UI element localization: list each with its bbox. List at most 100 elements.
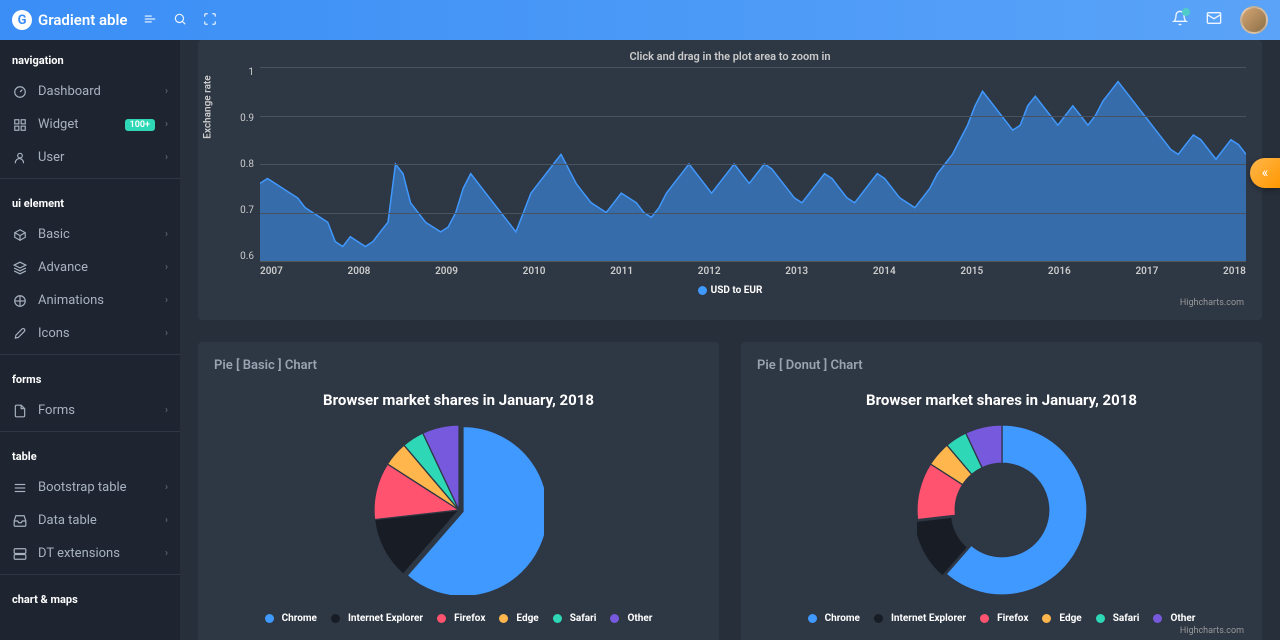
notifications-icon[interactable] [1172, 10, 1188, 30]
brand-name: Gradient able [38, 11, 127, 29]
legend-dot [437, 614, 446, 623]
nav-label: Dashboard [38, 84, 155, 99]
pie-basic-legend: Chrome Internet Explorer Firefox Edge Safari… [214, 601, 703, 624]
sidebar-item-widget[interactable]: Widget 100+ › [0, 108, 180, 141]
user-icon [12, 151, 28, 165]
nav-label: Widget [38, 117, 115, 132]
legend-item-firefox[interactable]: Firefox [437, 613, 485, 624]
pie-basic-chart[interactable] [374, 425, 544, 595]
pie-donut-header: Pie [ Donut ] Chart [757, 358, 1246, 373]
server-icon [12, 547, 28, 561]
nav-group-title: ui element [0, 183, 180, 218]
area-chart-subtitle: Click and drag in the plot area to zoom … [214, 46, 1246, 67]
legend-item-firefox[interactable]: Firefox [980, 613, 1028, 624]
inbox-icon [12, 514, 28, 528]
main-content: « Click and drag in the plot area to zoo… [180, 40, 1280, 640]
pie-basic-header: Pie [ Basic ] Chart [214, 358, 703, 373]
sidebar-item-data-table[interactable]: Data table› [0, 504, 180, 537]
sidebar-item-bootstrap-table[interactable]: Bootstrap table › [0, 471, 180, 504]
legend-dot [499, 614, 508, 623]
sidebar-item-user[interactable]: User › [0, 141, 180, 174]
legend-item-chrome[interactable]: Chrome [808, 613, 860, 624]
chevron-right-icon: › [165, 405, 168, 416]
legend-dot [1153, 614, 1162, 623]
chart-credit[interactable]: Highcharts.com [757, 624, 1246, 636]
box-icon [12, 228, 28, 242]
pie-donut-chart[interactable] [917, 425, 1087, 595]
nav-group-title: forms [0, 359, 180, 394]
pie-donut-title: Browser market shares in January, 2018 [757, 373, 1246, 419]
menu-toggle-icon[interactable] [143, 11, 157, 30]
sidebar: navigation Dashboard › Widget 100+ › User › ui e… [0, 40, 180, 640]
pie-basic-card: Pie [ Basic ] Chart Browser market share… [198, 342, 719, 640]
legend-item-safari[interactable]: Safari [1096, 613, 1140, 624]
layers-icon [12, 261, 28, 275]
nav-label: Advance [38, 260, 155, 275]
chevron-right-icon: › [165, 328, 168, 339]
y-axis: Exchange rate 1 0.9 0.8 0.7 0.6 [214, 67, 260, 262]
search-icon[interactable] [173, 11, 187, 30]
user-avatar[interactable] [1240, 6, 1268, 34]
aperture-icon [12, 294, 28, 308]
nav-label: Icons [38, 326, 155, 341]
chevron-right-icon: › [165, 295, 168, 306]
sidebar-item-animations[interactable]: Animations › [0, 284, 180, 317]
nav-group-title: chart & maps [0, 579, 180, 614]
nav-group-title: table [0, 436, 180, 471]
area-plot[interactable] [260, 67, 1246, 262]
legend-item-edge[interactable]: Edge [499, 613, 538, 624]
legend-item-safari[interactable]: Safari [553, 613, 597, 624]
legend-item-internet-explorer[interactable]: Internet Explorer [331, 613, 423, 624]
chevron-right-icon: › [165, 152, 168, 163]
area-legend[interactable]: USD to EUR [214, 277, 1246, 296]
chevron-right-icon: › [165, 262, 168, 273]
chart-credit[interactable]: Highcharts.com [214, 296, 1246, 308]
chevron-right-icon: › [165, 86, 168, 97]
nav-label: Forms [38, 403, 155, 418]
legend-dot [1096, 614, 1105, 623]
x-axis: 2007200820092010201120122013201420152016… [214, 262, 1246, 277]
legend-item-edge[interactable]: Edge [1042, 613, 1081, 624]
legend-item-other[interactable]: Other [1153, 613, 1195, 624]
nav-label: Basic [38, 227, 155, 242]
speedometer-icon [12, 85, 28, 99]
sidebar-item-advance[interactable]: Advance › [0, 251, 180, 284]
legend-item-internet-explorer[interactable]: Internet Explorer [874, 613, 966, 624]
mail-icon[interactable] [1206, 10, 1222, 30]
list-icon [12, 481, 28, 495]
area-chart-card: Click and drag in the plot area to zoom … [198, 40, 1262, 320]
chevron-right-icon: › [165, 119, 168, 130]
nav-label: Animations [38, 293, 155, 308]
chevron-right-icon: › [165, 548, 168, 559]
legend-dot [980, 614, 989, 623]
pie-basic-title: Browser market shares in January, 2018 [214, 373, 703, 419]
legend-item-other[interactable]: Other [610, 613, 652, 624]
topbar: G Gradient able [0, 0, 1280, 40]
sidebar-item-dt-extensions[interactable]: DT extensions › [0, 537, 180, 570]
pie-donut-legend: Chrome Internet Explorer Firefox Edge Safari… [757, 601, 1246, 624]
grid-icon [12, 118, 28, 132]
legend-dot [265, 614, 274, 623]
pie-donut-card: Pie [ Donut ] Chart Browser market share… [741, 342, 1262, 640]
legend-dot [874, 614, 883, 623]
legend-dot [553, 614, 562, 623]
sidebar-item-dashboard[interactable]: Dashboard › [0, 75, 180, 108]
fullscreen-icon[interactable] [203, 11, 217, 30]
legend-item-chrome[interactable]: Chrome [265, 613, 317, 624]
nav-label: User [38, 150, 155, 165]
legend-dot [1042, 614, 1051, 623]
chevron-right-icon: › [165, 515, 168, 526]
sidebar-item-basic[interactable]: Basic› [0, 218, 180, 251]
chevron-right-icon: › [165, 482, 168, 493]
brand-logo[interactable]: G Gradient able [12, 10, 127, 30]
legend-dot [808, 614, 817, 623]
sidebar-item-forms[interactable]: Forms › [0, 394, 180, 427]
logo-icon: G [12, 10, 32, 30]
nav-label: Bootstrap table [38, 480, 155, 495]
nav-label: DT extensions [38, 546, 155, 561]
nav-badge: 100+ [125, 119, 155, 131]
sidebar-item-icons[interactable]: Icons › [0, 317, 180, 350]
settings-handle[interactable]: « [1250, 158, 1280, 188]
nav-group-title: navigation [0, 40, 180, 75]
y-axis-label: Exchange rate [203, 75, 214, 138]
